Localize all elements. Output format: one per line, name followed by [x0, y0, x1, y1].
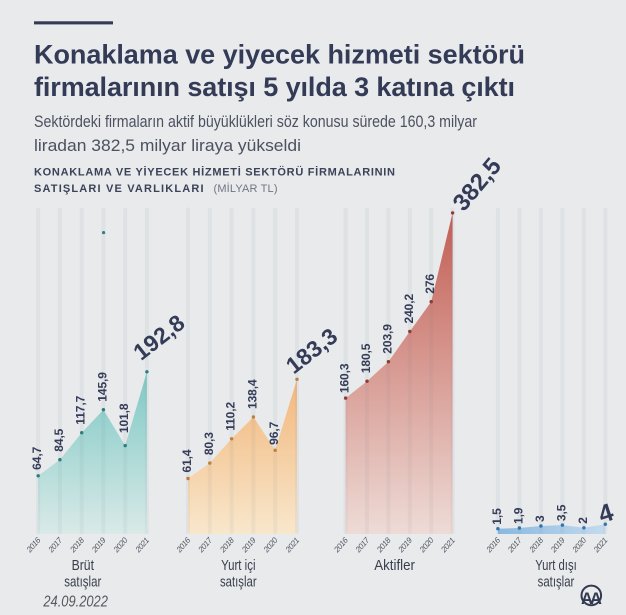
svg-text:firmalarının satışı 5 yılda 3: firmalarının satışı 5 yılda 3 katına çık…	[34, 72, 515, 102]
svg-text:A: A	[590, 590, 602, 608]
svg-text:Yurt dışı: Yurt dışı	[535, 558, 577, 574]
svg-text:3,5: 3,5	[554, 504, 568, 521]
svg-text:24.09.2022: 24.09.2022	[43, 593, 108, 610]
svg-text:KONAKLAMA VE YİYECEK HİZMETİ S: KONAKLAMA VE YİYECEK HİZMETİ SEKTÖRÜ FİR…	[34, 165, 395, 178]
svg-text:145,9: 145,9	[95, 372, 109, 402]
svg-text:101,8: 101,8	[117, 403, 131, 433]
svg-text:80,3: 80,3	[202, 432, 216, 455]
svg-text:203,9: 203,9	[380, 324, 394, 354]
svg-text:160,3: 160,3	[338, 363, 352, 393]
svg-text:(MİLYAR TL): (MİLYAR TL)	[214, 182, 278, 195]
svg-text:64,7: 64,7	[30, 446, 44, 469]
svg-text:satışlar: satışlar	[220, 575, 257, 591]
svg-text:satışlar: satışlar	[64, 575, 101, 591]
svg-text:276: 276	[423, 274, 437, 294]
svg-text:240,2: 240,2	[402, 294, 416, 324]
svg-text:2: 2	[576, 517, 590, 524]
svg-text:liradan 382,5 milyar liraya yü: liradan 382,5 milyar liraya yükseldi	[34, 137, 301, 155]
svg-text:3: 3	[533, 515, 547, 522]
svg-text:138,4: 138,4	[245, 379, 259, 409]
svg-text:110,2: 110,2	[224, 402, 238, 431]
svg-text:1,5: 1,5	[490, 508, 504, 525]
svg-text:A: A	[581, 590, 593, 608]
svg-text:1,9: 1,9	[511, 507, 525, 524]
svg-text:180,5: 180,5	[359, 343, 373, 373]
svg-text:96,7: 96,7	[267, 421, 281, 444]
svg-text:Aktifler: Aktifler	[374, 558, 415, 574]
svg-text:84,5: 84,5	[52, 428, 66, 451]
svg-text:Yurt içi: Yurt içi	[221, 558, 255, 574]
svg-text:Brüt: Brüt	[72, 558, 94, 574]
svg-text:Sektördeki firmaların aktif bü: Sektördeki firmaların aktif büyüklükleri…	[34, 113, 478, 131]
svg-text:SATIŞLARI VE VARLIKLARI: SATIŞLARI VE VARLIKLARI	[34, 183, 204, 195]
svg-text:117,7: 117,7	[74, 395, 88, 424]
svg-text:Konaklama ve yiyecek hizmeti s: Konaklama ve yiyecek hizmeti sektörü	[34, 39, 525, 69]
svg-text:61,4: 61,4	[180, 449, 194, 472]
svg-text:satışlar: satışlar	[538, 575, 575, 591]
